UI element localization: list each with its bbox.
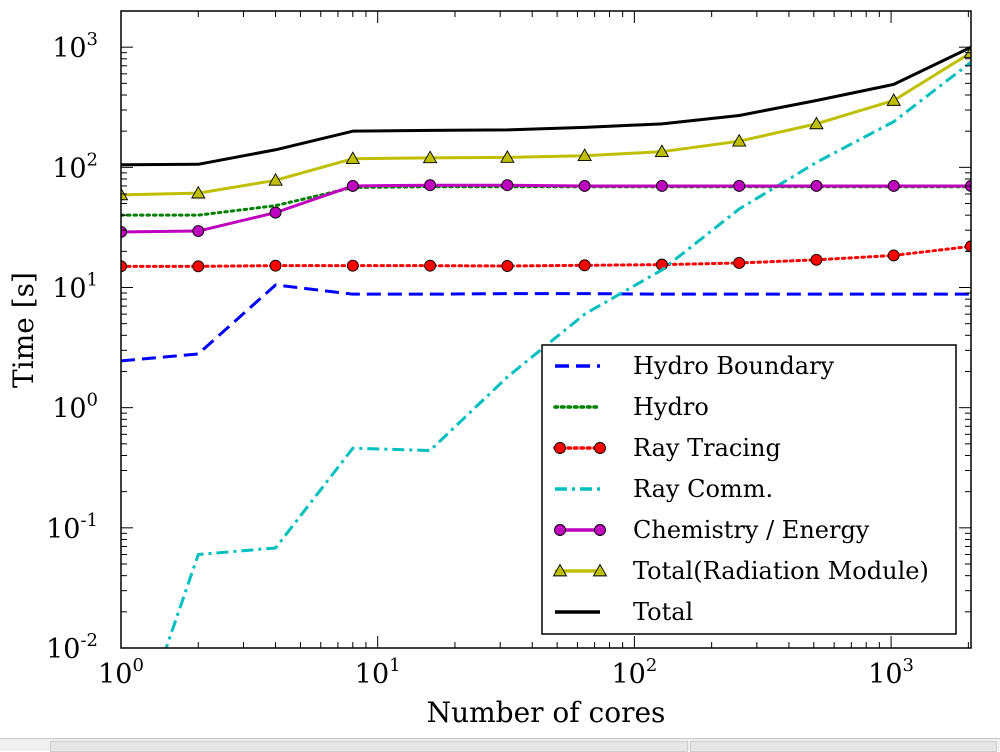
status-segment-left [50,741,688,752]
data-point [592,563,608,577]
data-point [655,180,668,192]
legend-item: Chemistry / Energy [554,516,870,544]
x-axis-label: Number of cores [427,696,666,729]
data-point [552,563,568,577]
series-line [163,61,971,648]
plot-frame [120,10,972,649]
data-point [269,206,282,219]
data-point [594,442,606,454]
ticks-layer [120,10,971,649]
data-point [500,149,515,163]
data-point [554,442,566,454]
data-point [190,185,206,199]
y-axis-label: Time [s] [7,272,40,388]
data-point [345,151,361,165]
y-tick-label: 102 [52,149,98,184]
data-point [886,93,902,106]
data-point [965,240,971,253]
data-point [578,259,591,272]
series-layer [121,45,971,648]
legend-item: Ray Tracing [553,434,781,462]
data-point [887,180,900,192]
data-point [269,259,282,272]
x-tick-label: 101 [355,655,401,690]
legend-label: Total [633,598,693,626]
data-point [501,179,514,192]
status-segment-right [690,741,997,752]
legend-item: Hydro Boundary [555,352,835,380]
legend-box [541,344,957,635]
y-tick-label: 10-1 [46,510,98,545]
data-point [121,260,127,273]
legend-item: Hydro [553,393,709,421]
legend-label: Hydro [633,393,709,421]
y-tick-label: 101 [52,270,98,305]
tick-labels: 100 101 102 103 10-2 10-1 100 101 102 103 [46,29,914,690]
series-line [121,51,971,197]
data-point [810,180,823,192]
data-point [809,116,824,130]
series-line [121,244,971,268]
legend-label: Chemistry / Energy [633,516,870,544]
data-point [424,179,437,192]
series-hydro-boundary [121,283,971,363]
data-point [346,180,359,192]
data-point [192,260,205,273]
data-point [578,180,591,192]
legend-items: Hydro Boundary Hydro Ray Tracing Ray Comm. C… [552,352,929,626]
series-ray-comm [163,61,971,648]
data-point [887,249,900,262]
data-point [733,257,746,269]
x-tick-label: 100 [98,655,144,690]
data-point [346,259,359,272]
data-point [654,144,670,158]
series-total-radiation-module [121,45,971,201]
data-point [577,148,592,162]
x-tick-label: 103 [868,655,914,690]
series-line [121,45,971,167]
legend-item: Total [555,598,693,626]
series-chemistry-energy [121,179,971,238]
data-point [731,133,747,147]
data-point [733,180,746,192]
legend: Hydro Boundary Hydro Ray Tracing Ray Comm. C… [541,344,957,635]
data-point [810,253,823,266]
series-ray-tracing [121,240,971,273]
legend-label: Ray Tracing [633,434,781,462]
bottom-status-strip [0,738,1000,752]
legend-label: Total(Radiation Module) [633,557,929,585]
data-point [594,524,606,536]
legend-label: Hydro Boundary [633,352,835,380]
data-point [268,172,283,186]
legend-label: Ray Comm. [633,475,773,503]
legend-item: Ray Comm. [555,475,773,503]
y-tick-label: 100 [52,390,98,425]
data-point [121,225,127,238]
data-point [554,524,566,536]
y-tick-label: 103 [52,29,98,64]
data-point [422,150,438,164]
x-tick-label: 102 [611,655,657,690]
data-point [192,225,205,237]
series-line [121,283,971,363]
legend-item: Total(Radiation Module) [552,557,929,585]
series-line [121,183,971,234]
series-total [121,45,971,167]
y-tick-label: 10-2 [46,630,98,665]
data-point [424,259,437,272]
data-point [501,260,514,272]
